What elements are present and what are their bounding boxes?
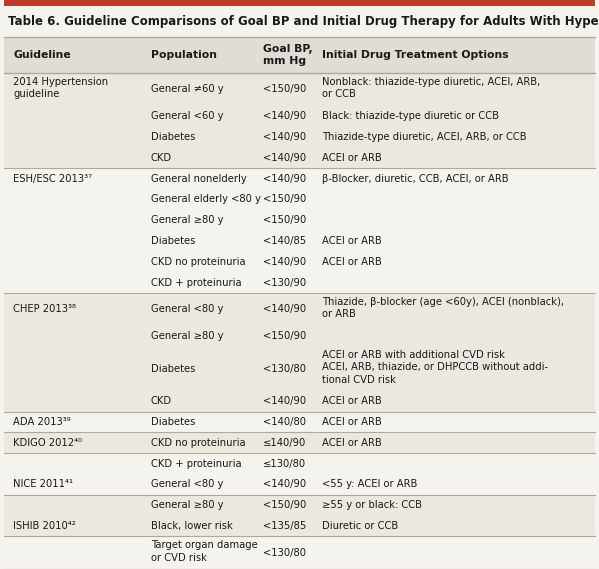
- Text: Diabetes: Diabetes: [151, 132, 195, 142]
- Bar: [4, 251, 595, 272]
- Text: General <80 y: General <80 y: [151, 479, 223, 489]
- Bar: [4, 189, 595, 210]
- Text: General elderly <80 y: General elderly <80 y: [151, 195, 261, 204]
- Text: CKD no proteinuria: CKD no proteinuria: [151, 257, 246, 267]
- Bar: [4, 537, 595, 569]
- Text: General <80 y: General <80 y: [151, 304, 223, 314]
- Text: Target organ damage
or CVD risk: Target organ damage or CVD risk: [151, 541, 258, 563]
- Text: ACEI or ARB: ACEI or ARB: [322, 438, 382, 448]
- Bar: [4, 6, 595, 37]
- Text: ≤140/90: ≤140/90: [263, 438, 306, 448]
- Text: 2014 Hypertension
guideline: 2014 Hypertension guideline: [13, 77, 108, 100]
- Text: Black, lower risk: Black, lower risk: [151, 521, 232, 531]
- Text: Population: Population: [151, 50, 217, 60]
- Text: Thiazide-type diuretic, ACEI, ARB, or CCB: Thiazide-type diuretic, ACEI, ARB, or CC…: [322, 132, 527, 142]
- Text: <140/90: <140/90: [263, 152, 306, 163]
- Text: ACEI or ARB with additional CVD risk
ACEI, ARB, thiazide, or DHPCCB without addi: ACEI or ARB with additional CVD risk ACE…: [322, 350, 548, 385]
- Text: <150/90: <150/90: [263, 195, 306, 204]
- Text: Table 6. Guideline Comparisons of Goal BP and Initial Drug Therapy for Adults Wi: Table 6. Guideline Comparisons of Goal B…: [8, 15, 599, 28]
- Bar: [4, 391, 595, 411]
- Text: β-Blocker, diuretic, CCB, ACEI, or ARB: β-Blocker, diuretic, CCB, ACEI, or ARB: [322, 174, 509, 184]
- Text: ACEI or ARB: ACEI or ARB: [322, 396, 382, 406]
- Text: CHEP 2013³⁸: CHEP 2013³⁸: [13, 304, 76, 314]
- Text: <140/90: <140/90: [263, 304, 306, 314]
- Text: ACEI or ARB: ACEI or ARB: [322, 417, 382, 427]
- Bar: [4, 453, 595, 474]
- Text: <130/80: <130/80: [263, 548, 306, 558]
- Bar: [4, 325, 595, 347]
- Text: <140/90: <140/90: [263, 479, 306, 489]
- Text: ACEI or ARB: ACEI or ARB: [322, 236, 382, 246]
- Text: ACEI or ARB: ACEI or ARB: [322, 152, 382, 163]
- Text: NICE 2011⁴¹: NICE 2011⁴¹: [13, 479, 73, 489]
- Text: Diabetes: Diabetes: [151, 236, 195, 246]
- Text: CKD + proteinuria: CKD + proteinuria: [151, 278, 241, 287]
- Text: <140/85: <140/85: [263, 236, 306, 246]
- Text: <140/90: <140/90: [263, 257, 306, 267]
- Text: General ≥80 y: General ≥80 y: [151, 500, 223, 510]
- Text: CKD: CKD: [151, 396, 172, 406]
- Text: <135/85: <135/85: [263, 521, 306, 531]
- Bar: [4, 0, 595, 6]
- Bar: [4, 37, 595, 73]
- Text: Black: thiazide-type diuretic or CCB: Black: thiazide-type diuretic or CCB: [322, 111, 499, 121]
- Text: CKD no proteinuria: CKD no proteinuria: [151, 438, 246, 448]
- Text: ISHIB 2010⁴²: ISHIB 2010⁴²: [13, 521, 76, 531]
- Bar: [4, 147, 595, 168]
- Text: <150/90: <150/90: [263, 331, 306, 341]
- Text: <150/90: <150/90: [263, 500, 306, 510]
- Bar: [4, 432, 595, 453]
- Bar: [4, 293, 595, 325]
- Text: <140/90: <140/90: [263, 132, 306, 142]
- Text: <140/90: <140/90: [263, 174, 306, 184]
- Bar: [4, 126, 595, 147]
- Text: Thiazide, β-blocker (age <60y), ACEI (nonblack),
or ARB: Thiazide, β-blocker (age <60y), ACEI (no…: [322, 297, 564, 319]
- Text: <150/90: <150/90: [263, 215, 306, 225]
- Text: Diabetes: Diabetes: [151, 417, 195, 427]
- Text: <130/80: <130/80: [263, 364, 306, 374]
- Bar: [4, 516, 595, 537]
- Bar: [4, 474, 595, 495]
- Bar: [4, 73, 595, 106]
- Text: General nonelderly: General nonelderly: [151, 174, 247, 184]
- Text: KDIGO 2012⁴⁰: KDIGO 2012⁴⁰: [13, 438, 82, 448]
- Bar: [4, 495, 595, 516]
- Text: Nonblack: thiazide-type diuretic, ACEI, ARB,
or CCB: Nonblack: thiazide-type diuretic, ACEI, …: [322, 77, 540, 100]
- Bar: [4, 230, 595, 251]
- Text: Diabetes: Diabetes: [151, 364, 195, 374]
- Text: ACEI or ARB: ACEI or ARB: [322, 257, 382, 267]
- Bar: [4, 347, 595, 391]
- Bar: [4, 106, 595, 126]
- Bar: [4, 210, 595, 230]
- Text: Initial Drug Treatment Options: Initial Drug Treatment Options: [322, 50, 509, 60]
- Text: ADA 2013³⁹: ADA 2013³⁹: [13, 417, 71, 427]
- Text: Guideline: Guideline: [13, 50, 71, 60]
- Text: Diuretic or CCB: Diuretic or CCB: [322, 521, 398, 531]
- Text: <55 y: ACEI or ARB: <55 y: ACEI or ARB: [322, 479, 418, 489]
- Text: General <60 y: General <60 y: [151, 111, 223, 121]
- Text: CKD + proteinuria: CKD + proteinuria: [151, 459, 241, 469]
- Text: General ≥80 y: General ≥80 y: [151, 331, 223, 341]
- Text: ≤130/80: ≤130/80: [263, 459, 306, 469]
- Bar: [4, 411, 595, 432]
- Text: Goal BP,
mm Hg: Goal BP, mm Hg: [263, 44, 313, 67]
- Text: ESH/ESC 2013³⁷: ESH/ESC 2013³⁷: [13, 174, 92, 184]
- Text: <150/90: <150/90: [263, 84, 306, 94]
- Text: General ≠60 y: General ≠60 y: [151, 84, 223, 94]
- Text: <140/90: <140/90: [263, 111, 306, 121]
- Text: <140/90: <140/90: [263, 396, 306, 406]
- Text: <130/90: <130/90: [263, 278, 306, 287]
- Text: CKD: CKD: [151, 152, 172, 163]
- Bar: [4, 272, 595, 293]
- Text: ≥55 y or black: CCB: ≥55 y or black: CCB: [322, 500, 422, 510]
- Text: General ≥80 y: General ≥80 y: [151, 215, 223, 225]
- Text: <140/80: <140/80: [263, 417, 306, 427]
- Bar: [4, 168, 595, 189]
